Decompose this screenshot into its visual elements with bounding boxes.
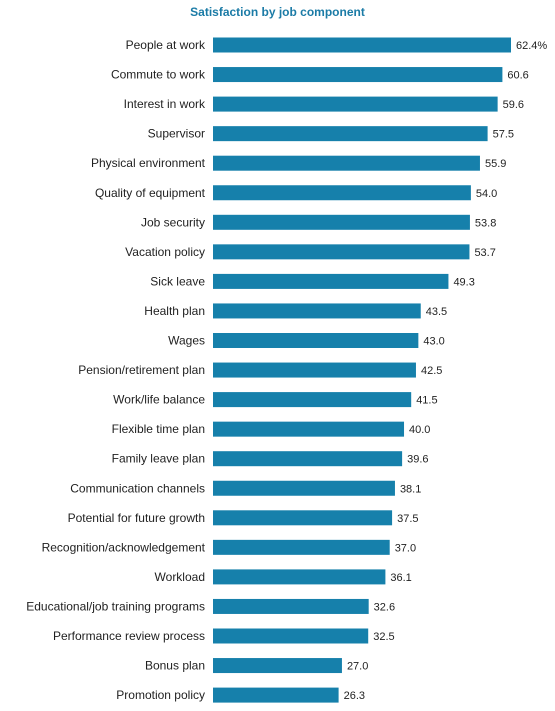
category-label: Bonus plan (145, 659, 205, 673)
category-label: Sick leave (150, 274, 205, 288)
bar-row: Work/life balance 41.5 (113, 392, 438, 408)
category-label: Educational/job training programs (26, 599, 205, 613)
value-label: 36.1 (390, 572, 411, 584)
category-label: Physical environment (91, 156, 206, 170)
bar-row: Family leave plan 39.6 (112, 451, 429, 467)
bar (213, 421, 405, 437)
bar-row: Wages 43.0 (168, 333, 445, 348)
value-label: 59.6 (503, 99, 524, 111)
bar (213, 244, 470, 260)
value-label: 53.7 (474, 247, 495, 259)
value-label: 39.6 (407, 454, 428, 466)
category-label: Promotion policy (116, 688, 205, 702)
value-label: 26.3 (344, 690, 365, 702)
bar-row: Educational/job training programs 32.6 (26, 598, 395, 614)
bar (213, 214, 470, 230)
category-label: Flexible time plan (112, 422, 205, 436)
bar (213, 362, 416, 378)
bar (213, 510, 393, 526)
value-label: 55.9 (485, 158, 506, 170)
category-label: Vacation policy (125, 245, 205, 259)
category-label: Performance review process (53, 629, 205, 643)
value-label: 60.6 (507, 70, 528, 82)
bar (213, 185, 471, 201)
category-label: Recognition/acknowledgement (42, 540, 206, 554)
value-label: 38.1 (400, 483, 421, 495)
category-label: Supervisor (148, 127, 205, 141)
bar-row: Physical environment 55.9 (91, 155, 506, 171)
bar-row: Workload 36.1 (155, 569, 412, 585)
value-label: 41.5 (416, 395, 437, 407)
category-label: Communication channels (70, 481, 205, 495)
value-label: 42.5 (421, 365, 442, 377)
bar-row: Commute to work 60.6 (111, 67, 529, 83)
bar-row: Health plan 43.5 (144, 303, 447, 319)
bar-row: Interest in work 59.6 (124, 96, 524, 112)
bar-row: Bonus plan 27.0 (145, 658, 368, 674)
bar-row: People at work 62.4% (126, 37, 547, 53)
category-label: Family leave plan (112, 452, 205, 466)
value-label: 43.5 (426, 306, 447, 318)
bar (213, 392, 412, 408)
bar-row: Recognition/acknowledgement 37.0 (42, 539, 416, 555)
bar (213, 451, 403, 467)
bar (213, 333, 419, 348)
bar-row: Vacation policy 53.7 (125, 244, 496, 260)
bar-row: Pension/retirement plan 42.5 (78, 362, 442, 378)
bar (213, 126, 488, 142)
category-label: Commute to work (111, 68, 206, 82)
bar-row: Supervisor 57.5 (148, 126, 514, 142)
bar-row: Flexible time plan 40.0 (112, 421, 430, 437)
category-label: Work/life balance (113, 393, 205, 407)
bar-row: Potential for future growth 37.5 (68, 510, 419, 526)
bar (213, 303, 421, 319)
value-label: 32.5 (373, 631, 394, 643)
bar (213, 37, 511, 53)
bar-row: Performance review process 32.5 (53, 628, 395, 644)
bar (213, 480, 395, 496)
value-label: 27.0 (347, 661, 368, 673)
category-label: Interest in work (124, 97, 206, 111)
value-label: 40.0 (409, 424, 430, 436)
value-label: 49.3 (453, 276, 474, 288)
bar (213, 273, 449, 289)
category-label: Job security (141, 215, 205, 229)
value-label: 53.8 (475, 217, 496, 229)
category-label: Workload (155, 570, 205, 584)
value-label: 54.0 (476, 188, 497, 200)
category-label: Health plan (144, 304, 205, 318)
bar (213, 687, 339, 703)
value-label: 57.5 (493, 129, 514, 141)
category-label: Wages (168, 334, 205, 348)
bar-row: Communication channels 38.1 (70, 480, 421, 496)
bar-row: Quality of equipment 54.0 (95, 185, 497, 201)
value-label: 43.0 (423, 336, 444, 348)
bar (213, 96, 498, 112)
chart-title: Satisfaction by job component (190, 5, 365, 19)
bar (213, 155, 480, 171)
bar-row: Job security 53.8 (141, 214, 496, 230)
category-label: People at work (126, 38, 206, 52)
category-label: Quality of equipment (95, 186, 206, 200)
value-label: 32.6 (374, 601, 395, 613)
bar (213, 598, 369, 614)
value-label: 37.5 (397, 513, 418, 525)
value-label: 62.4% (516, 40, 547, 52)
category-label: Potential for future growth (68, 511, 205, 525)
bar (213, 67, 503, 83)
bar (213, 539, 390, 555)
value-label: 37.0 (395, 542, 416, 554)
bar (213, 628, 369, 644)
category-label: Pension/retirement plan (78, 363, 205, 377)
bar-row: Sick leave 49.3 (150, 273, 475, 289)
bar (213, 569, 386, 585)
bar-row: Promotion policy 26.3 (116, 687, 365, 703)
bar (213, 658, 342, 674)
